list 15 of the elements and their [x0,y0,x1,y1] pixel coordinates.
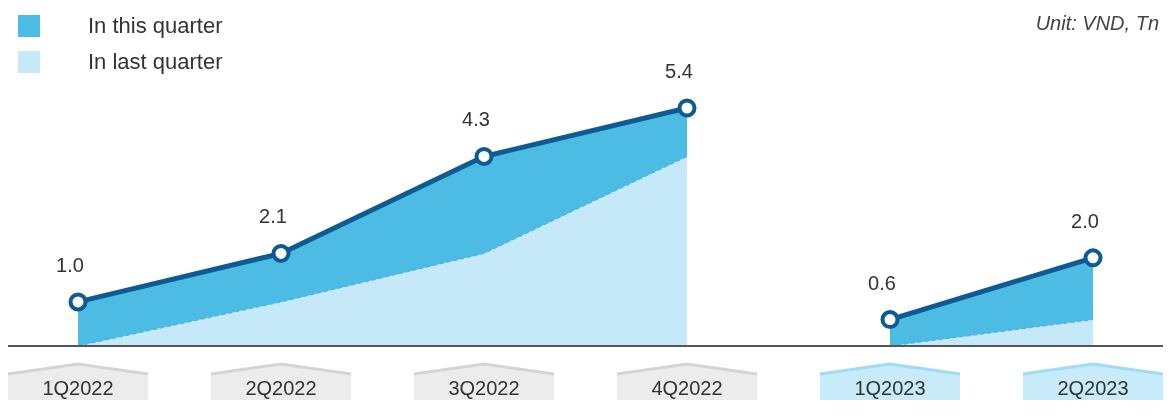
data-label: 1.0 [56,253,84,276]
x-tick-label: 4Q2022 [651,377,723,399]
x-tick-label: 1Q2023 [854,377,926,399]
x-tick-label: 3Q2022 [448,377,520,399]
data-label: 5.4 [665,60,693,82]
text: Unit: VND, Tn [1035,12,1159,35]
data-label: 0.6 [868,271,896,294]
data-label: 2.0 [1071,209,1099,232]
legend-label: In last quarter [88,49,223,75]
x-tick-label: 2Q2023 [1057,377,1129,399]
data-label: 4.3 [462,108,490,131]
x-tick-label: 2Q2022 [245,377,317,399]
legend-label: In this quarter [88,13,223,39]
data-label: 2.1 [259,205,287,228]
x-tick-label: 1Q2022 [42,377,114,399]
